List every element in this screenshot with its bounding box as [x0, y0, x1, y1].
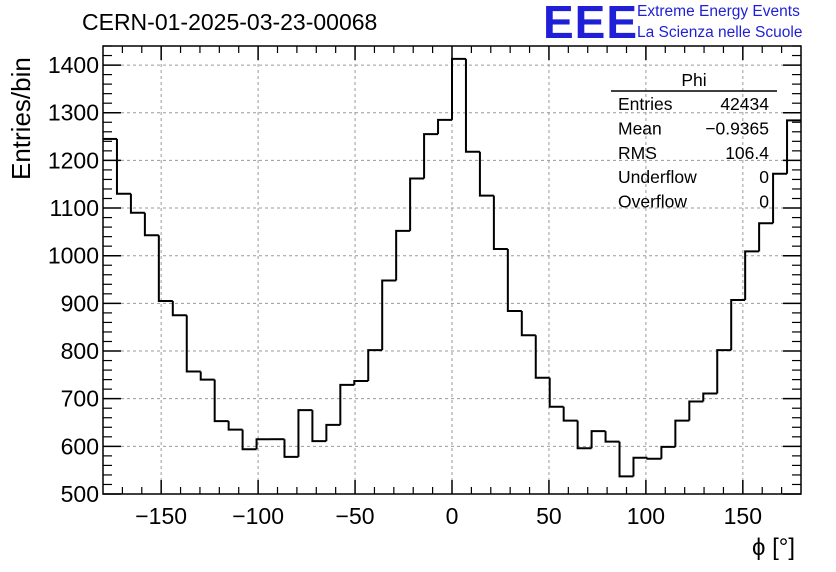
histogram-bin [325, 423, 341, 442]
histogram-bin [437, 118, 452, 135]
histogram-bin [143, 212, 159, 237]
histogram-bin [409, 177, 425, 231]
histogram-bin [381, 279, 397, 351]
histogram-bin [744, 250, 760, 301]
histogram-bin [115, 138, 131, 195]
histogram-bin [185, 315, 201, 373]
y-tick-label: 800 [61, 338, 99, 364]
histogram-bin [255, 438, 271, 450]
x-tick-label: −50 [336, 503, 375, 529]
histogram-bin [283, 439, 299, 458]
histogram-bin [758, 222, 774, 252]
x-axis-label: ϕ [°] [752, 534, 796, 561]
stats-value: 42434 [720, 94, 769, 114]
histogram-bin [772, 172, 788, 224]
logo-line-2: La Scienza nelle Scuole [637, 24, 803, 41]
stats-value: 0 [759, 167, 769, 187]
stats-label: Overflow [618, 192, 687, 212]
histogram-bin [730, 299, 746, 351]
histogram-bin [395, 229, 411, 281]
histogram-bin [660, 445, 676, 459]
histogram-bin [716, 349, 732, 394]
histogram-bin [604, 431, 620, 443]
histogram-bin [618, 441, 634, 478]
histogram-bin [674, 419, 690, 447]
stats-value: 106.4 [725, 143, 769, 163]
y-tick-label: 700 [61, 386, 99, 412]
y-tick-label: 900 [61, 290, 99, 316]
chart-title: CERN-01-2025-03-23-00068 [82, 9, 378, 35]
histogram-bin [129, 193, 145, 214]
y-tick-label: 1300 [48, 100, 99, 126]
histogram-bin [297, 409, 313, 457]
y-tick-label: 600 [61, 433, 99, 459]
y-tick-label: 1000 [48, 243, 99, 269]
histogram-bin [311, 410, 327, 443]
histogram-bin [534, 335, 550, 379]
histogram-bin [548, 377, 564, 408]
histogram-bin [688, 400, 704, 421]
histogram-bin [339, 383, 355, 425]
histogram-bin [576, 420, 592, 450]
histogram-bin [506, 249, 522, 312]
stats-label: Underflow [618, 167, 697, 187]
stats-value: −0.9365 [705, 118, 769, 138]
histogram-bin [786, 119, 801, 174]
x-tick-label: −150 [135, 503, 187, 529]
x-tick-label: 150 [724, 503, 762, 529]
histogram-bin [227, 421, 243, 431]
histogram-bin [464, 58, 480, 153]
histogram-bin [157, 235, 173, 302]
x-tick-label: −100 [232, 503, 284, 529]
histogram-bin [213, 379, 229, 423]
histogram-bin [632, 456, 648, 477]
y-tick-label: 500 [61, 481, 99, 507]
histogram-bin [590, 430, 606, 449]
x-tick-label: 100 [627, 503, 665, 529]
logo-line-1: Extreme Energy Events [637, 3, 800, 20]
logo-mark: EEE [543, 0, 639, 48]
histogram-bin [241, 429, 257, 451]
histogram-bin [702, 392, 718, 402]
histogram-bin [423, 133, 439, 179]
y-tick-label: 1200 [48, 147, 99, 173]
histogram-bin [353, 380, 369, 385]
histogram-bin [367, 349, 383, 382]
histogram-bin [478, 151, 494, 197]
histogram-bin [520, 310, 536, 337]
stats-label: Entries [618, 94, 673, 114]
stats-title: Phi [681, 70, 706, 90]
y-tick-label: 1100 [50, 195, 99, 221]
histogram-bin [646, 457, 662, 460]
y-tick-label: 1400 [48, 52, 99, 78]
stats-label: Mean [618, 118, 662, 138]
stats-value: 0 [759, 192, 769, 212]
stats-label: RMS [618, 143, 657, 163]
x-tick-label: 50 [536, 503, 562, 529]
x-tick-label: 0 [446, 503, 459, 529]
histogram-bin [562, 406, 578, 422]
histogram-bin [199, 371, 215, 381]
histogram-bin [492, 195, 508, 251]
histogram-bin [451, 57, 466, 120]
histogram-bin [171, 300, 187, 317]
